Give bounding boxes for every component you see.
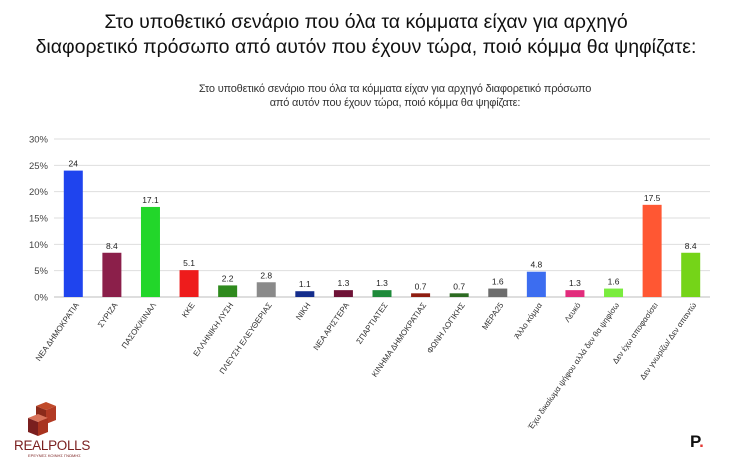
data-label: 1.3 xyxy=(337,278,349,288)
bar xyxy=(179,270,199,297)
data-label: 0.7 xyxy=(415,281,427,291)
x-tick-label: ΜΕΡΑ25 xyxy=(480,301,505,332)
y-tick-label: 15% xyxy=(29,214,49,225)
bar xyxy=(63,170,83,297)
y-tick-label: 20% xyxy=(29,187,49,198)
data-label: 24 xyxy=(69,159,79,169)
bar xyxy=(295,291,315,297)
data-label: 8.4 xyxy=(106,241,118,251)
data-label: 8.4 xyxy=(685,241,697,251)
y-tick-label: 30% xyxy=(29,135,49,146)
bar xyxy=(642,204,662,297)
x-tick-label: ΝΕΑ ΔΗΜΟΚΡΑΤΙΑ xyxy=(34,300,81,362)
x-tick-label: ΝΕΑ ΑΡΙΣΤΕΡΑ xyxy=(312,300,352,352)
bar xyxy=(488,288,508,297)
bar xyxy=(604,288,624,297)
y-tick-label: 0% xyxy=(34,293,48,304)
realpolls-logo-icon xyxy=(28,402,56,436)
x-tick-label: ΣΠΑΡΤΙΑΤΕΣ xyxy=(354,301,389,346)
headline: Στο υποθετικό σενάριο που όλα τα κόμματα… xyxy=(0,10,732,60)
data-label: 2.8 xyxy=(260,270,272,280)
bar xyxy=(565,290,585,297)
x-tick-label: Έχω δικαίωμα ψήφου αλλά δεν θα ψηφίσω xyxy=(526,301,621,432)
data-label: 1.6 xyxy=(492,277,504,287)
x-tick-label: ΕΛΛΗΝΙΚΗ ΛΥΣΗ xyxy=(191,301,235,358)
bar xyxy=(526,271,546,297)
data-label: 1.3 xyxy=(569,278,581,288)
chart-title: Στο υποθετικό σενάριο που όλα τα κόμματα… xyxy=(160,82,630,110)
bar xyxy=(140,206,160,297)
data-label: 0.7 xyxy=(453,281,465,291)
logo-tagline: ΕΡΕΥΝΕΣ ΚΟΙΝΗΣ ΓΝΩΜΗΣ xyxy=(28,453,81,458)
data-label: 17.1 xyxy=(142,195,159,205)
x-tick-label: ΣΥΡΙΖΑ xyxy=(96,300,120,329)
y-tick-label: 25% xyxy=(29,161,49,172)
y-tick-label: 10% xyxy=(29,240,49,251)
data-label: 17.5 xyxy=(644,193,661,203)
x-tick-label: ΝΙΚΗ xyxy=(294,301,312,322)
data-label: 2.2 xyxy=(222,273,234,283)
y-tick-label: 5% xyxy=(34,266,48,277)
bar xyxy=(256,282,276,297)
bar xyxy=(333,290,353,297)
bar xyxy=(681,252,701,297)
publisher-mark: P. xyxy=(690,432,704,452)
logo-text: REALPOLLS xyxy=(14,438,91,453)
data-label: 1.6 xyxy=(608,277,620,287)
bar xyxy=(372,290,392,297)
bar xyxy=(449,293,469,297)
bar xyxy=(218,285,238,297)
x-tick-label: ΚΚΕ xyxy=(180,301,197,319)
data-label: 1.1 xyxy=(299,279,311,289)
chart-title-line-2: από αυτόν που έχουν τώρα, ποιό κόμμα θα … xyxy=(269,97,521,109)
x-tick-label: Άλλο κόμμα xyxy=(512,301,544,341)
headline-line-1: Στο υποθετικό σενάριο που όλα τα κόμματα… xyxy=(104,11,628,33)
x-tick-label: ΦΩΝΗ ΛΟΓΙΚΗΣ xyxy=(425,301,467,355)
x-tick-label: ΠΑΣΟΚ/ΚΙΝΑΛ xyxy=(120,300,159,350)
bar xyxy=(411,293,431,297)
data-label: 4.8 xyxy=(530,260,542,270)
bar xyxy=(102,252,122,297)
publisher-letter: P xyxy=(690,432,700,451)
x-tick-label: Λευκό xyxy=(563,301,583,324)
data-label: 5.1 xyxy=(183,258,195,268)
chart-title-line-1: Στο υποθετικό σενάριο που όλα τα κόμματα… xyxy=(198,83,592,95)
publisher-dot: . xyxy=(699,432,704,451)
data-label: 1.3 xyxy=(376,278,388,288)
headline-line-2: διαφορετικό πρόσωπο από αυτόν που έχουν … xyxy=(35,36,697,58)
